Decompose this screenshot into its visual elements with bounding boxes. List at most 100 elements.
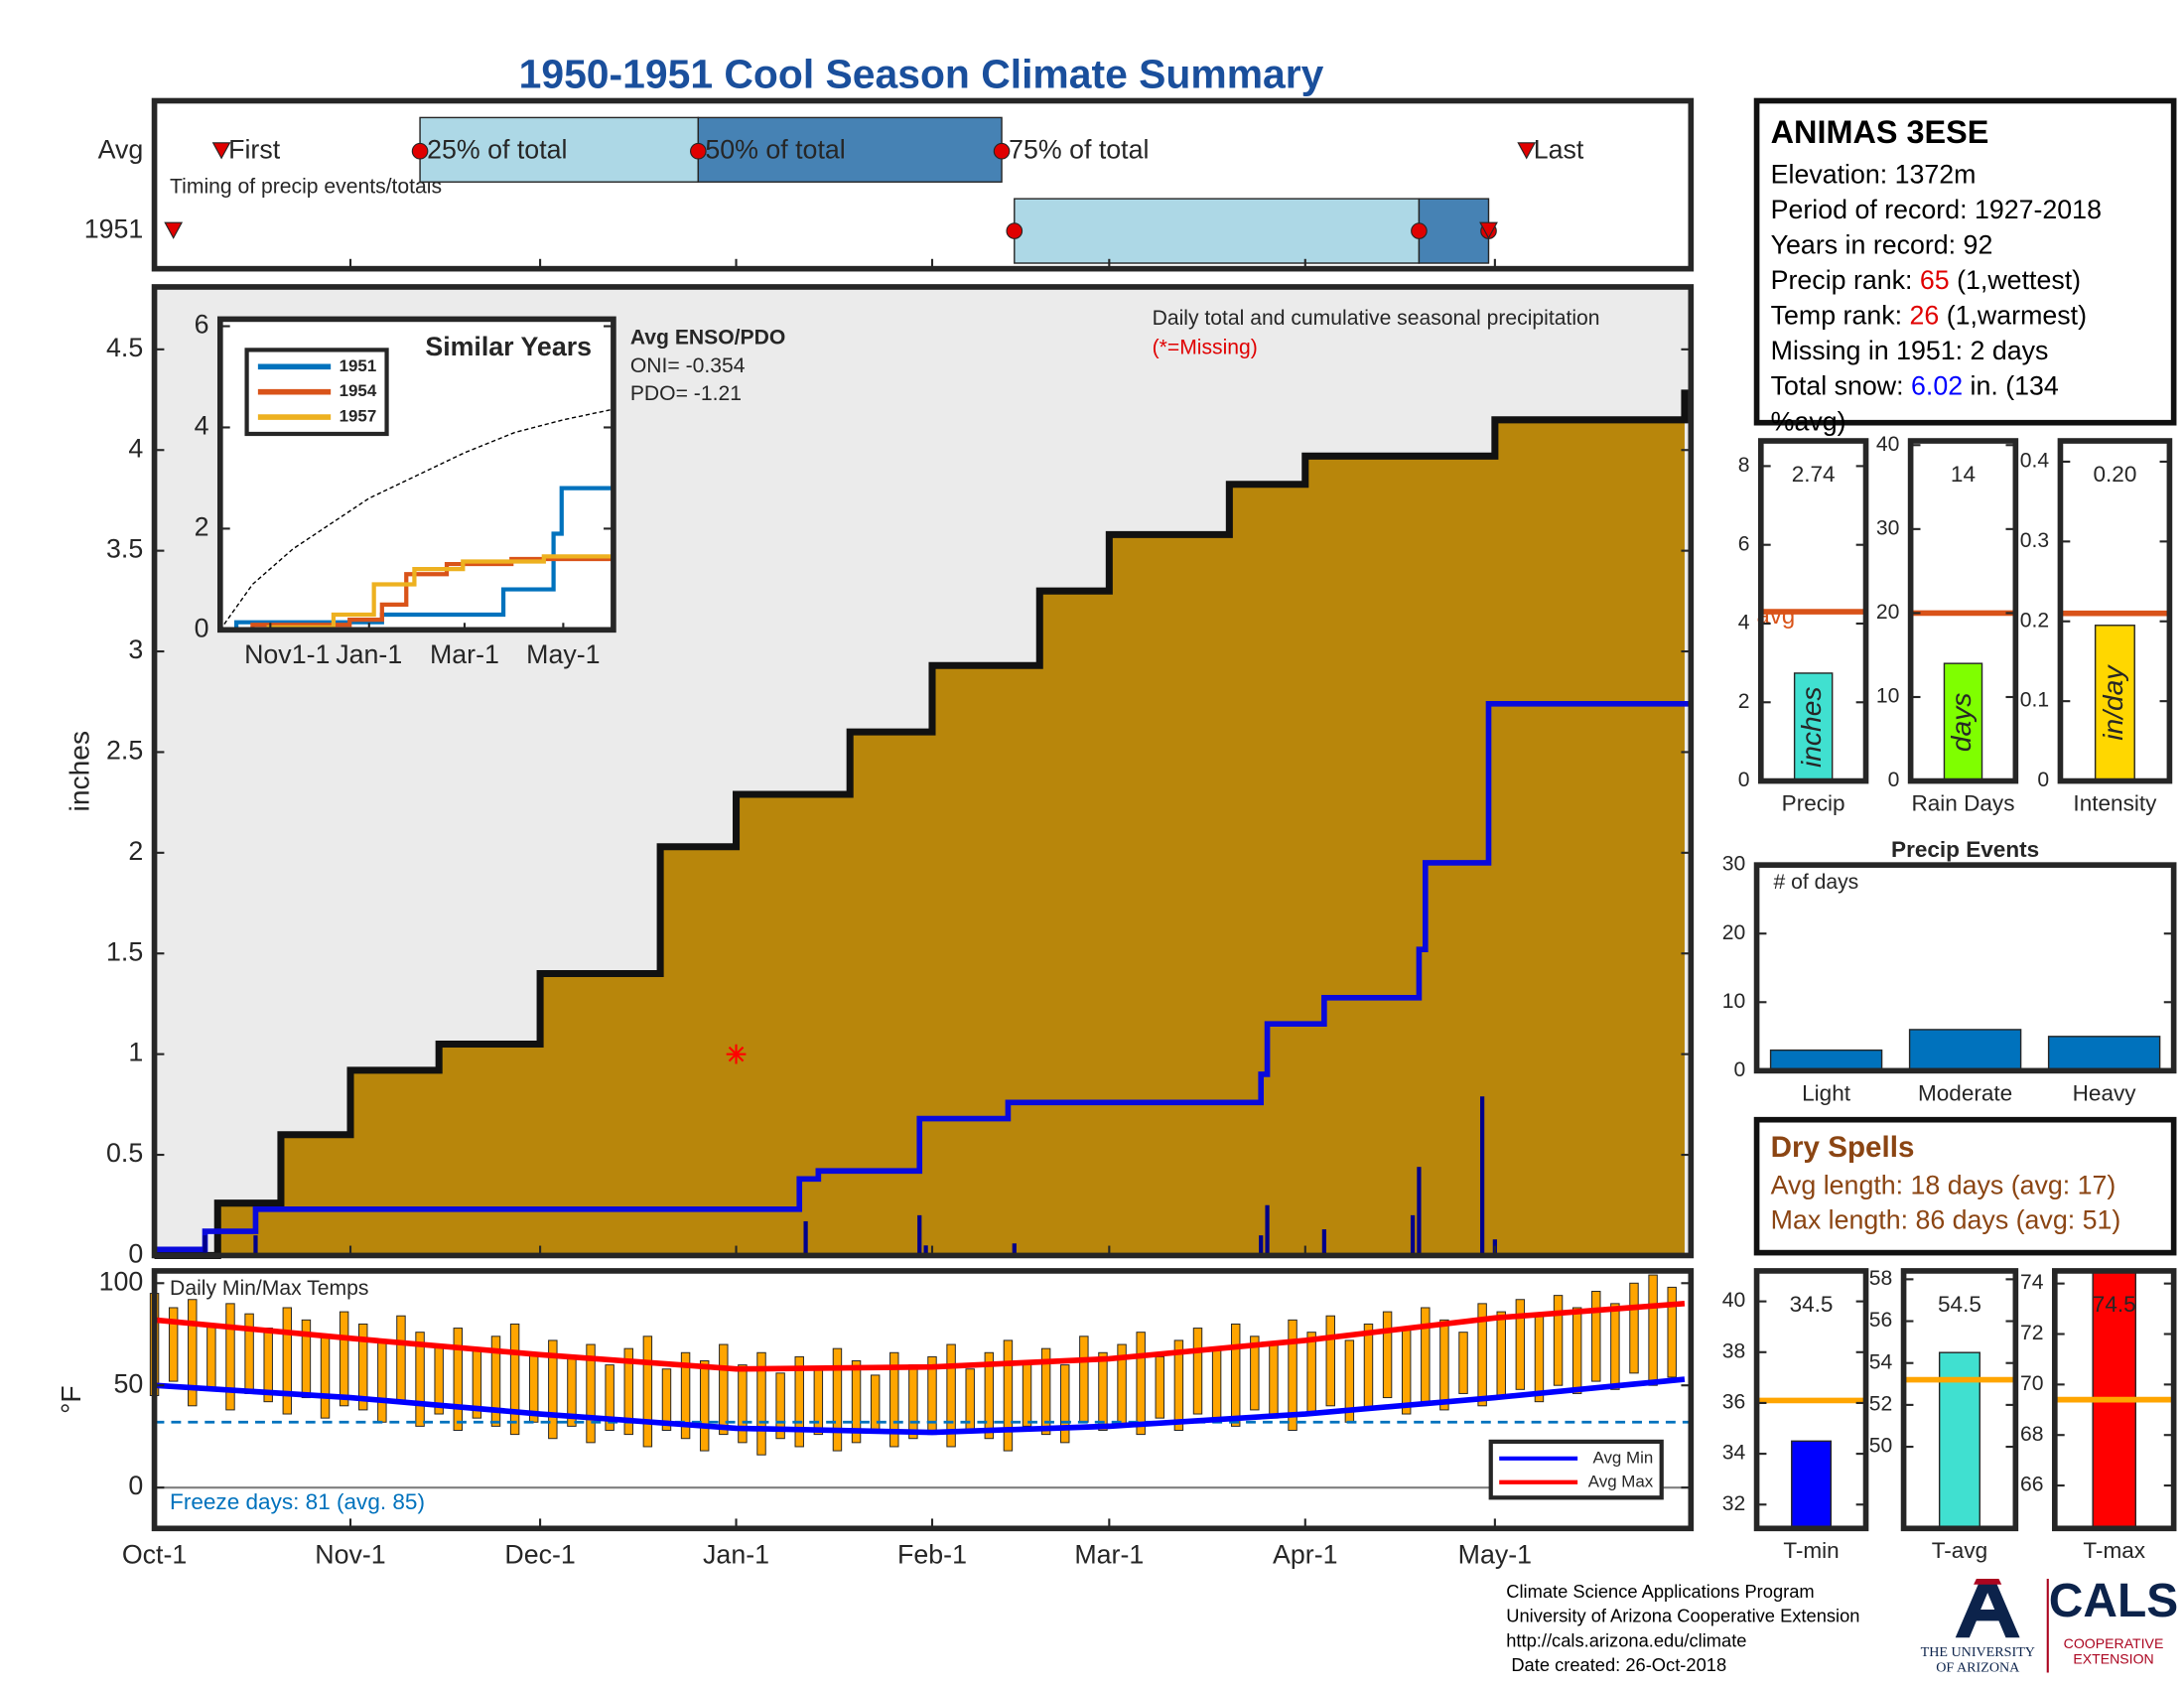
station-segment: %avg) — [1771, 406, 1846, 436]
x-tick-label: Nov1-1 — [244, 639, 330, 669]
plot-frame — [1757, 438, 1869, 784]
y-tick-label: 56 — [1869, 1309, 1892, 1332]
category-label: Light — [1802, 1080, 1851, 1105]
daily-precip-bar — [1012, 1243, 1017, 1256]
daily-temp-bar — [813, 1368, 824, 1436]
value-label: 2.74 — [1792, 462, 1836, 487]
category-label: Heavy — [2073, 1080, 2137, 1105]
y-axis-label: °F — [55, 1385, 86, 1414]
y-tick-label: 100 — [99, 1266, 144, 1296]
event-marker — [1479, 221, 1498, 239]
y-tick-label: 0 — [2037, 769, 2049, 791]
y-tick-label: 30 — [1876, 516, 1899, 539]
station-segment: Years in record: 92 — [1771, 230, 1993, 260]
y-tick-label: 58 — [1869, 1267, 1892, 1290]
legend-label: 1957 — [340, 407, 377, 426]
plot-frame — [216, 316, 616, 633]
y-tick-label: 3.5 — [106, 534, 143, 564]
daily-temp-bar — [623, 1347, 633, 1436]
daily-temp-bar — [605, 1364, 614, 1431]
daily-precip-bar — [803, 1220, 808, 1256]
category-label: Rain Days — [1911, 790, 2014, 815]
daily-temp-bar — [680, 1351, 691, 1440]
daily-temp-bar — [908, 1364, 918, 1440]
y-tick-label: 10 — [1722, 990, 1746, 1013]
x-tick-label: Feb-1 — [897, 1540, 967, 1570]
x-tick-label: May-1 — [526, 639, 600, 669]
bar — [2047, 1036, 2161, 1072]
row-label: 1951 — [84, 214, 144, 244]
y-tick-label: 4.5 — [106, 333, 143, 362]
station-line: Temp rank: 26 (1,warmest) — [1771, 301, 2087, 331]
similar-year-line — [219, 556, 614, 633]
y-tick-label: 54 — [1869, 1350, 1893, 1373]
row-label: Avg — [98, 134, 144, 164]
cumulative-avg-outline — [154, 389, 1689, 1259]
daily-temp-bar — [1401, 1328, 1412, 1415]
y-tick-label: 32 — [1722, 1492, 1746, 1515]
y-tick-label: 8 — [1738, 454, 1750, 477]
station-name: ANIMAS 3ESE — [1771, 114, 1989, 150]
plot-frame — [151, 1268, 1695, 1532]
quartile-bar — [1418, 198, 1490, 264]
daily-temp-bar — [1040, 1347, 1051, 1436]
daily-temp-bar — [1192, 1328, 1203, 1415]
y-tick-label: 50 — [1869, 1435, 1892, 1458]
daily-precip-bar — [253, 1235, 258, 1256]
daily-temp-bar — [851, 1360, 862, 1444]
y-tick-label: 6 — [1738, 532, 1750, 555]
daily-temp-bar — [490, 1336, 501, 1427]
daily-temp-bar — [586, 1343, 596, 1444]
daily-temp-bar — [168, 1307, 179, 1382]
y-tick-label: 52 — [1869, 1392, 1892, 1415]
unit-label: inches — [1795, 687, 1827, 768]
freeze-days: Freeze days: 81 (avg. 85) — [170, 1489, 425, 1514]
station-segment: 26 — [1909, 301, 1939, 331]
y-tick-label: 0.1 — [2020, 689, 2049, 712]
quartile-bar — [1014, 198, 1421, 264]
plot-background — [154, 1270, 1692, 1529]
x-tick-label: Mar-1 — [1074, 1540, 1144, 1570]
footer-line: http://cals.arizona.edu/climate — [1506, 1629, 1746, 1650]
y-tick-label: 4 — [1738, 612, 1750, 634]
enso-title: Avg ENSO/PDO — [630, 327, 786, 350]
dry-spells-box — [1753, 1116, 2177, 1256]
category-label: Moderate — [1918, 1080, 2012, 1105]
daily-temp-bar — [1098, 1351, 1108, 1431]
plot-frame — [2051, 1268, 2177, 1532]
extension-wordmark: COOPERATIVE — [2064, 1635, 2164, 1651]
marker-label: First — [228, 134, 281, 164]
dry-spells-line: Max length: 86 days (avg: 51) — [1771, 1205, 2121, 1235]
daily-temp-bar — [509, 1323, 520, 1436]
y-tick-label: 2 — [1738, 690, 1750, 713]
y-tick-label: 40 — [1722, 1289, 1746, 1312]
daily-precip-bar — [1417, 1167, 1422, 1256]
ua-logo — [1955, 1579, 2049, 1673]
similar-year-line — [219, 486, 614, 633]
daily-temp-bar — [1648, 1274, 1658, 1386]
station-segment: Elevation: 1372m — [1771, 160, 1977, 190]
daily-temp-bar — [339, 1311, 349, 1407]
daily-temp-bar — [1173, 1339, 1184, 1431]
daily-temp-bar — [1477, 1303, 1487, 1407]
y-tick-label: 0 — [1888, 769, 1900, 791]
value-label: 0.20 — [2093, 462, 2136, 487]
event-marker — [211, 142, 231, 160]
daily-temp-bar — [358, 1323, 368, 1411]
y-tick-label: 0 — [195, 613, 209, 642]
station-line: Period of record: 1927-2018 — [1771, 195, 2102, 224]
station-line: Total snow: 6.02 in. (134 — [1771, 371, 2059, 401]
daily-precip-bar — [1259, 1235, 1264, 1256]
unit-label: days — [1945, 693, 1977, 753]
x-tick-label: Dec-1 — [504, 1540, 575, 1570]
chart-annotation: (*=Missing) — [1153, 337, 1258, 359]
y-tick-label: 4 — [195, 411, 209, 441]
daily-precip-bar — [1480, 1096, 1485, 1256]
station-segment: Total snow: — [1771, 371, 1911, 401]
quartile-bar — [419, 116, 700, 183]
marker-label: 75% of total — [1009, 134, 1149, 164]
inset-title: Similar Years — [425, 332, 592, 361]
dry-spells-title: Dry Spells — [1771, 1131, 1915, 1164]
